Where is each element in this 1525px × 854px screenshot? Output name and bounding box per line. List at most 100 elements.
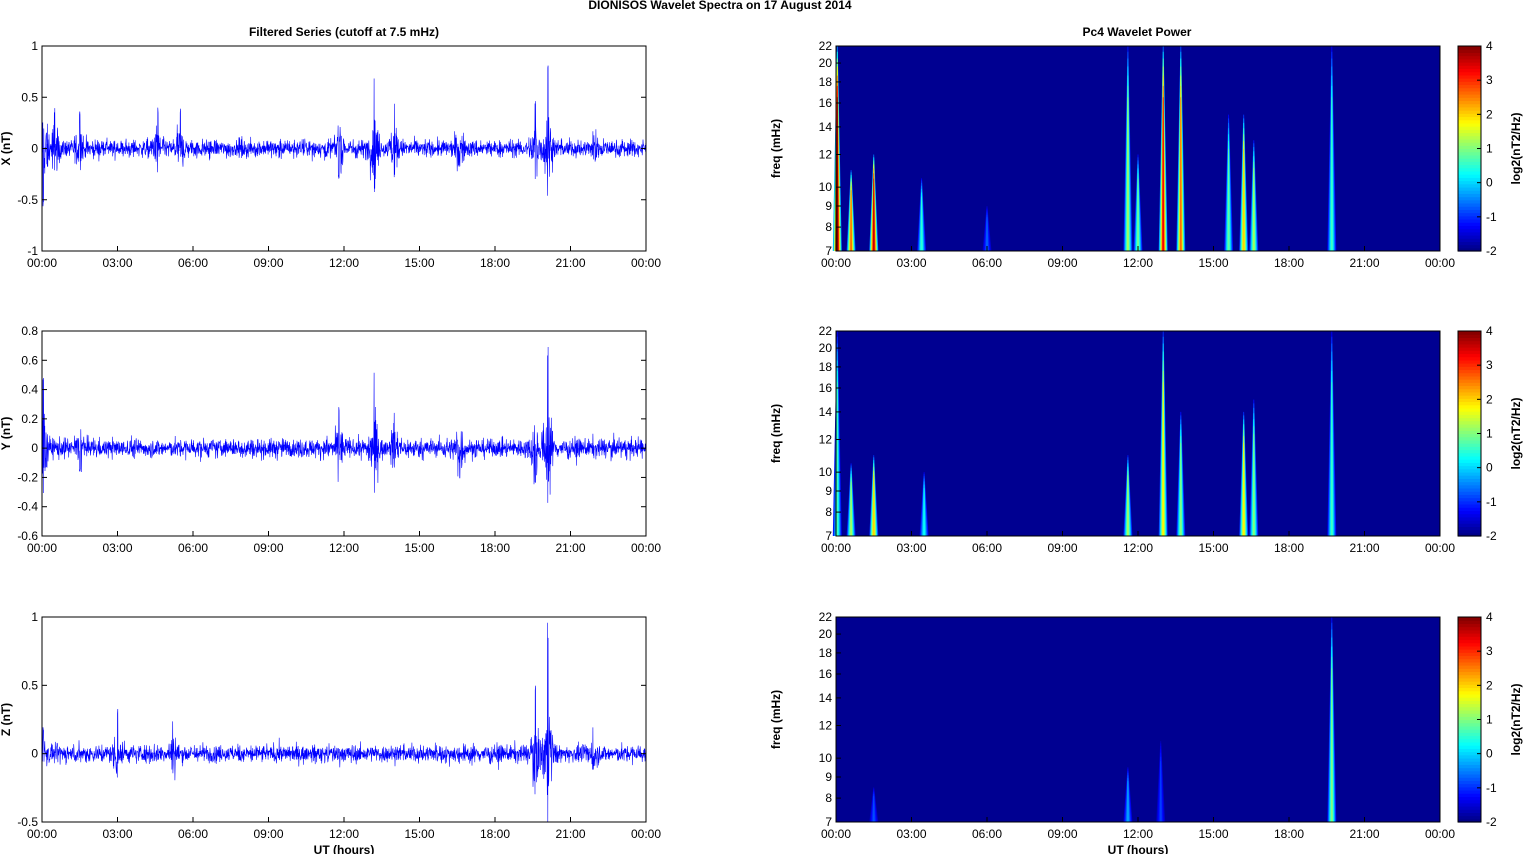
series-ytick-label: -0.2: [17, 470, 38, 484]
series-xtick-label: 06:00: [178, 256, 208, 270]
wavelet-event: [1162, 382, 1165, 536]
colorbar-cell: [1458, 446, 1481, 451]
colorbar-cell: [1458, 404, 1481, 409]
colorbar-cell: [1458, 468, 1481, 473]
wavelet-ylabel: freq (mHz): [769, 119, 783, 178]
series-ytick-label: 1: [31, 39, 38, 53]
wavelet-xtick-label: 21:00: [1349, 541, 1379, 555]
colorbar-cell: [1458, 407, 1481, 412]
wavelet-event: [1179, 442, 1182, 536]
colorbar-cell: [1458, 170, 1481, 175]
wavelet-ytick-label: 14: [819, 405, 833, 419]
colorbar-cell: [1458, 764, 1481, 769]
colorbar-cell: [1458, 639, 1481, 644]
colorbar-cell: [1458, 735, 1481, 740]
colorbar-cell: [1458, 116, 1481, 121]
series-ytick-label: 1: [31, 610, 38, 624]
colorbar-cell: [1458, 247, 1481, 252]
colorbar-cell: [1458, 455, 1481, 460]
colorbar-cell: [1458, 430, 1481, 435]
colorbar-cell: [1458, 353, 1481, 358]
series-ytick-label: -1: [27, 244, 38, 258]
colorbar-cell: [1458, 703, 1481, 708]
colorbar-tick-label: 3: [1486, 73, 1493, 87]
colorbar-cell: [1458, 427, 1481, 431]
wavelet-xtick-label: 00:00: [1425, 541, 1455, 555]
wavelet-xtick-label: 00:00: [821, 541, 851, 555]
colorbar-cell: [1458, 700, 1481, 705]
wavelet-ytick-label: 7: [825, 529, 832, 543]
colorbar-cell: [1458, 113, 1481, 118]
colorbar-cell: [1458, 809, 1481, 813]
colorbar-cell: [1458, 154, 1481, 159]
series-ytick-label: -0.4: [17, 500, 38, 514]
colorbar-cell: [1458, 212, 1481, 217]
wavelet-event: [1179, 97, 1182, 251]
colorbar-cell: [1458, 423, 1481, 428]
series-ytick-label: -0.5: [17, 815, 38, 829]
colorbar-tick-label: 3: [1486, 358, 1493, 372]
series-xtick-label: 12:00: [329, 541, 359, 555]
series-ytick-label: 0: [31, 142, 38, 156]
colorbar-cell: [1458, 142, 1481, 146]
series-xtick-label: 03:00: [102, 256, 132, 270]
colorbar-cell: [1458, 713, 1481, 717]
colorbar-cell: [1458, 471, 1481, 476]
wavelet-ytick-label: 12: [819, 148, 833, 162]
series-xlabel: UT (hours): [314, 843, 375, 854]
colorbar-cell: [1458, 793, 1481, 797]
colorbar-cell: [1458, 741, 1481, 746]
colorbar-cell: [1458, 697, 1481, 701]
colorbar-cell: [1458, 709, 1481, 714]
series-xtick-label: 21:00: [555, 256, 585, 270]
colorbar-tick-label: -1: [1486, 495, 1497, 509]
wavelet-background: [836, 617, 1440, 822]
colorbar-cell: [1458, 665, 1481, 669]
colorbar-cell: [1458, 420, 1481, 425]
colorbar-label: log2(nT2/Hz): [1509, 113, 1523, 185]
colorbar-cell: [1458, 167, 1481, 172]
colorbar-cell: [1458, 385, 1481, 390]
colorbar-cell: [1458, 716, 1481, 721]
colorbar-cell: [1458, 789, 1481, 794]
wavelet-xlabel: UT (hours): [1108, 843, 1169, 854]
wavelet-event: [1242, 442, 1245, 536]
colorbar-cell: [1458, 81, 1481, 86]
wavelet-xtick-label: 18:00: [1274, 827, 1304, 841]
colorbar-cell: [1458, 395, 1481, 399]
wavelet-ytick-label: 12: [819, 719, 833, 733]
wavelet-xtick-label: 03:00: [896, 256, 926, 270]
wavelet-xtick-label: 00:00: [821, 827, 851, 841]
colorbar-cell: [1458, 519, 1481, 524]
wavelet-event: [836, 97, 839, 251]
colorbar-tick-label: -1: [1486, 781, 1497, 795]
wavelet-ytick-label: 18: [819, 75, 833, 89]
wavelet-background: [836, 331, 1440, 536]
wavelet-event: [850, 481, 852, 536]
wavelet-ytick-label: 20: [819, 56, 833, 70]
colorbar-cell: [1458, 401, 1481, 406]
colorbar-cell: [1458, 65, 1481, 70]
series-xtick-label: 21:00: [555, 827, 585, 841]
wavelet-event: [1252, 167, 1255, 251]
wavelet-ytick-label: 8: [825, 505, 832, 519]
wavelet-xtick-label: 12:00: [1123, 541, 1153, 555]
colorbar-tick-label: -2: [1486, 815, 1497, 829]
colorbar-tick-label: -2: [1486, 244, 1497, 258]
colorbar-cell: [1458, 636, 1481, 641]
wavelet-ytick-label: 7: [825, 815, 832, 829]
colorbar-cell: [1458, 375, 1481, 380]
wavelet-event: [1227, 148, 1230, 251]
colorbar-cell: [1458, 802, 1481, 807]
series-plot-area: [42, 617, 646, 822]
colorbar-cell: [1458, 161, 1481, 166]
colorbar-cell: [1458, 500, 1481, 505]
colorbar-cell: [1458, 668, 1481, 673]
colorbar-cell: [1458, 526, 1481, 531]
series-trace-z: [41, 622, 647, 823]
colorbar-cell: [1458, 507, 1481, 511]
series-xtick-label: 03:00: [102, 827, 132, 841]
colorbar-cell: [1458, 745, 1481, 749]
wavelet-event: [1127, 475, 1129, 536]
wavelet-event: [850, 190, 852, 251]
